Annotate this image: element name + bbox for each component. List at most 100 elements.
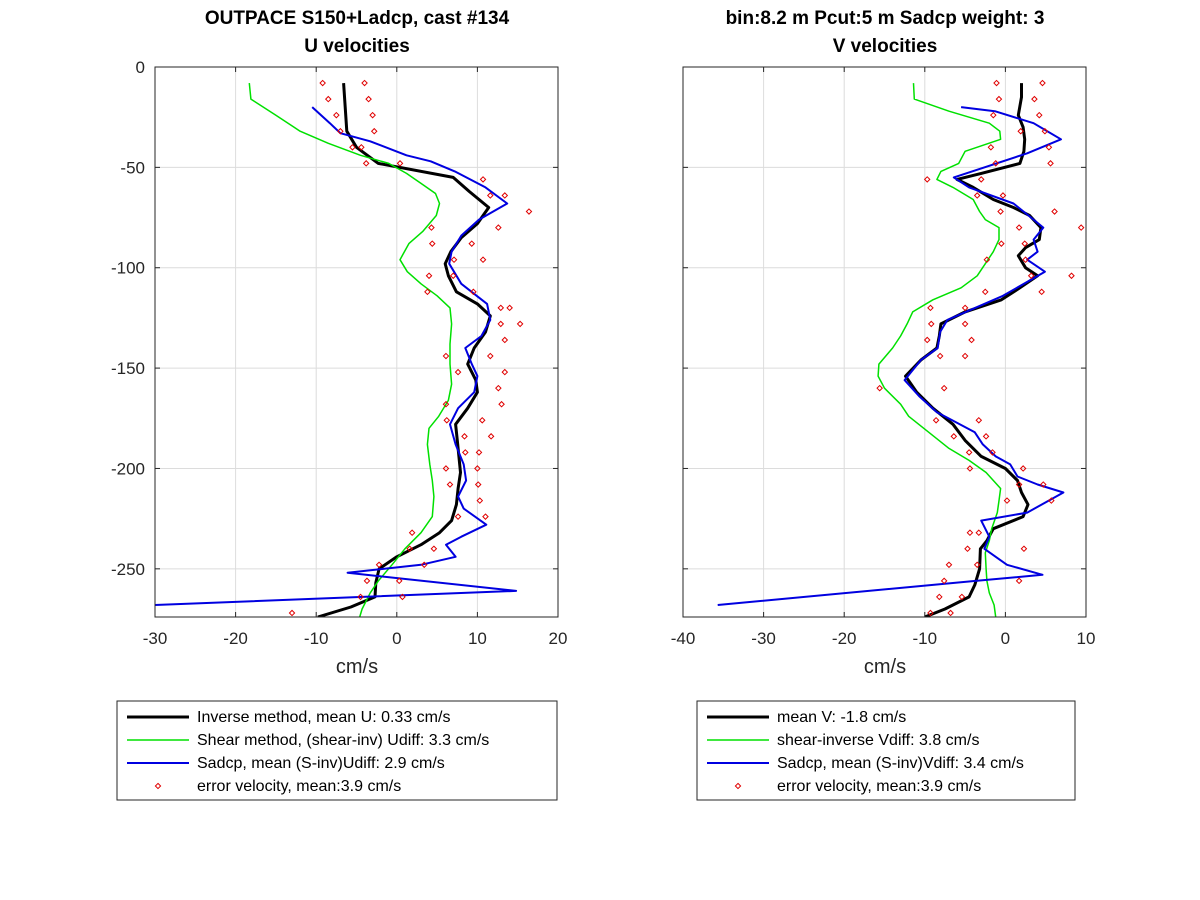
- v-error-point-22: [983, 256, 991, 264]
- u-error-point-2: [324, 95, 332, 103]
- u-series-3: [288, 79, 533, 617]
- u-panel-title-line-2: U velocities: [304, 36, 410, 57]
- u-error-point-55: [420, 561, 428, 569]
- v-error-point-1: [1039, 79, 1046, 87]
- u-error-point-3: [365, 95, 372, 103]
- v-series-3: [876, 79, 1085, 617]
- u-error-point-10: [362, 160, 370, 167]
- u-legend-box: [116, 700, 558, 801]
- u-y-tick-label-3: -150: [111, 359, 145, 378]
- v-error-point-29: [961, 304, 969, 312]
- v-error-point-27: [981, 288, 989, 296]
- u-legend-label-0: Inverse method, mean U: 0.33 cm/s: [197, 709, 450, 726]
- u-error-point-7: [370, 127, 378, 135]
- v-legend-label-2: Sadcp, mean (S-inv)Vdiff: 3.4 cm/s: [777, 755, 1024, 772]
- u-error-point-36: [442, 400, 450, 408]
- v-x-tick-label-3: -10: [913, 629, 938, 648]
- v-error-point-36: [876, 384, 883, 392]
- u-error-point-39: [443, 416, 451, 424]
- u-error-point-11: [396, 160, 404, 167]
- u-error-point-18: [468, 240, 476, 247]
- u-error-point-45: [474, 465, 481, 472]
- u-series-1-line: [248, 83, 453, 617]
- u-error-point-54: [375, 561, 383, 569]
- u-error-point-17: [428, 224, 435, 231]
- u-x-axis-label: cm/s: [336, 656, 378, 678]
- v-panel-title-line-2: V velocities: [833, 36, 938, 57]
- v-error-point-61: [947, 609, 954, 617]
- v-error-point-46: [1015, 481, 1023, 488]
- v-series-1-line: [877, 83, 1002, 617]
- v-error-point-9: [1045, 143, 1053, 151]
- v-error-point-12: [923, 176, 931, 183]
- u-error-point-51: [408, 529, 416, 537]
- v-error-point-11: [1047, 160, 1054, 167]
- v-error-point-59: [958, 593, 966, 601]
- v-x-axis-label: cm/s: [864, 656, 906, 678]
- v-legend-label-1: shear-inverse Vdiff: 3.8 cm/s: [777, 732, 979, 749]
- v-series-0: [904, 83, 1043, 617]
- v-error-point-44: [966, 465, 974, 472]
- u-error-point-22: [425, 272, 433, 280]
- u-error-point-59: [399, 593, 406, 601]
- u-error-point-28: [516, 320, 524, 328]
- u-error-point-24: [424, 288, 431, 296]
- v-legend: mean V: -1.8 cm/s shear-inverse Vdiff: 3.…: [696, 700, 1076, 801]
- v-plot-area: [717, 79, 1085, 617]
- u-x-tick-label-2: -10: [304, 629, 329, 648]
- v-series-0-line: [904, 83, 1043, 617]
- u-error-point-52: [406, 545, 414, 553]
- u-series-2: [155, 106, 518, 606]
- v-error-point-53: [1020, 545, 1028, 553]
- v-axes-box: [682, 66, 1087, 618]
- u-plot-area: [155, 79, 533, 617]
- u-series-0-line: [317, 83, 492, 617]
- v-error-point-58: [936, 593, 943, 601]
- v-error-point-37: [940, 384, 948, 392]
- v-error-point-5: [1035, 111, 1043, 119]
- v-error-point-16: [997, 208, 1004, 215]
- v-error-point-21: [1021, 240, 1029, 247]
- u-velocity-panel: OUTPACE S150+Ladcp, cast #134 U velociti…: [111, 8, 568, 801]
- u-panel-title-line-1: OUTPACE S150+Ladcp, cast #134: [205, 8, 510, 29]
- u-error-point-31: [501, 336, 509, 344]
- u-error-point-53: [430, 545, 438, 553]
- u-error-point-14: [501, 192, 509, 199]
- v-error-point-33: [968, 336, 975, 344]
- u-error-point-19: [428, 240, 436, 247]
- u-legend-label-3: error velocity, mean:3.9 cm/s: [197, 778, 401, 795]
- v-axes: -40 -30 -20 -10 0 10: [671, 66, 1095, 648]
- u-x-tick-label-5: 20: [549, 629, 568, 648]
- u-error-point-1: [361, 79, 368, 87]
- u-error-point-38: [478, 416, 486, 424]
- u-x-tick-label-1: -20: [223, 629, 248, 648]
- v-error-point-7: [1041, 127, 1049, 135]
- u-error-point-13: [486, 192, 494, 199]
- u-error-point-49: [454, 513, 462, 520]
- v-error-point-56: [940, 577, 948, 585]
- u-x-tick-label-4: 10: [468, 629, 487, 648]
- v-error-point-3: [1031, 95, 1038, 103]
- u-error-point-57: [395, 577, 403, 585]
- u-error-point-35: [495, 384, 502, 392]
- u-error-point-37: [498, 400, 505, 408]
- v-error-point-60: [927, 609, 934, 617]
- u-series-1: [248, 83, 453, 617]
- u-error-point-23: [449, 272, 457, 280]
- u-error-point-12: [479, 176, 487, 183]
- v-panel-title-line-1: bin:8.2 m Pcut:5 m Sadcp weight: 3: [726, 8, 1045, 29]
- v-error-point-34: [936, 352, 944, 360]
- v-error-point-40: [982, 433, 990, 440]
- u-error-point-60: [288, 609, 296, 617]
- v-error-point-30: [927, 320, 935, 328]
- v-error-point-32: [923, 336, 931, 344]
- v-error-point-48: [1003, 497, 1011, 504]
- u-error-point-29: [497, 320, 505, 328]
- u-error-point-46: [474, 481, 482, 488]
- u-error-point-0: [319, 79, 326, 87]
- v-error-point-13: [977, 176, 985, 183]
- u-error-point-8: [349, 143, 356, 151]
- v-error-point-31: [961, 320, 969, 328]
- v-error-point-15: [973, 192, 981, 199]
